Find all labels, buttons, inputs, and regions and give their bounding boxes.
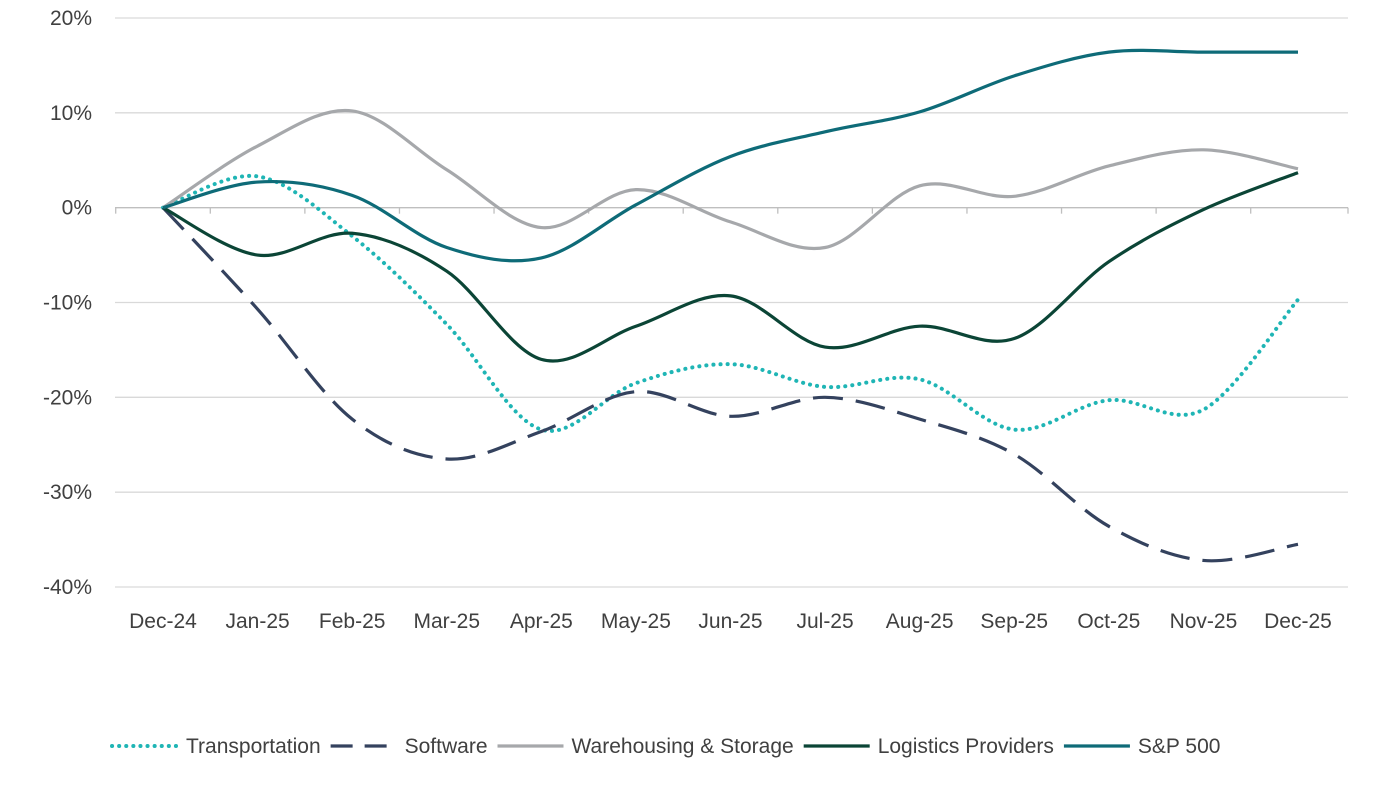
legend-label: Transportation xyxy=(186,735,321,758)
y-tick-label: -30% xyxy=(43,481,92,504)
x-tick-label: Aug-25 xyxy=(886,610,954,633)
series-line-warehousing-storage xyxy=(162,108,1299,251)
x-tick-label: Oct-25 xyxy=(1077,610,1140,633)
series-lines xyxy=(161,48,1300,563)
x-tick-label: Jun-25 xyxy=(698,610,762,633)
legend-label: Warehousing & Storage xyxy=(572,735,794,758)
x-tick-label: Mar-25 xyxy=(413,610,480,633)
legend-label: S&P 500 xyxy=(1138,735,1221,758)
legend-item: Software xyxy=(330,735,488,758)
x-tick-label: Feb-25 xyxy=(319,610,386,633)
legend-label: Logistics Providers xyxy=(878,735,1054,758)
legend-label: Software xyxy=(405,735,488,758)
x-tick-label: Dec-25 xyxy=(1264,610,1332,633)
legend-item: Transportation xyxy=(110,735,321,758)
y-tick-label: 20% xyxy=(50,7,92,30)
series-line-s-p-500 xyxy=(162,48,1298,263)
gridlines xyxy=(115,17,1348,588)
series-line-software xyxy=(161,206,1299,563)
x-tick-label: Apr-25 xyxy=(510,610,573,633)
legend: Transportation Software Warehousing & Stor… xyxy=(110,735,1221,758)
x-tick-label: May-25 xyxy=(601,610,671,633)
y-tick-label: -10% xyxy=(43,292,92,315)
y-axis-ticks: 20% 10% 0% -10% -20% -30% -40% xyxy=(43,7,92,599)
series-line-transportation xyxy=(161,173,1300,433)
x-axis-ticks: Dec-24 Jan-25 Feb-25 Mar-25 Apr-25 May-25 Jun-… xyxy=(115,207,1349,633)
y-tick-label: -40% xyxy=(43,576,92,599)
y-tick-label: 0% xyxy=(62,197,92,220)
x-tick-label: Nov-25 xyxy=(1170,610,1238,633)
y-tick-label: 10% xyxy=(50,102,92,125)
legend-item: Warehousing & Storage xyxy=(497,735,794,758)
series-line-logistics-providers xyxy=(162,171,1299,363)
y-tick-label: -20% xyxy=(43,386,92,409)
x-tick-label: Sep-25 xyxy=(980,610,1048,633)
legend-item: Logistics Providers xyxy=(803,735,1054,758)
legend-item: S&P 500 xyxy=(1063,735,1221,758)
x-tick-label: Jul-25 xyxy=(796,610,853,633)
x-tick-label: Dec-24 xyxy=(129,610,197,633)
x-tick-label: Jan-25 xyxy=(225,610,289,633)
